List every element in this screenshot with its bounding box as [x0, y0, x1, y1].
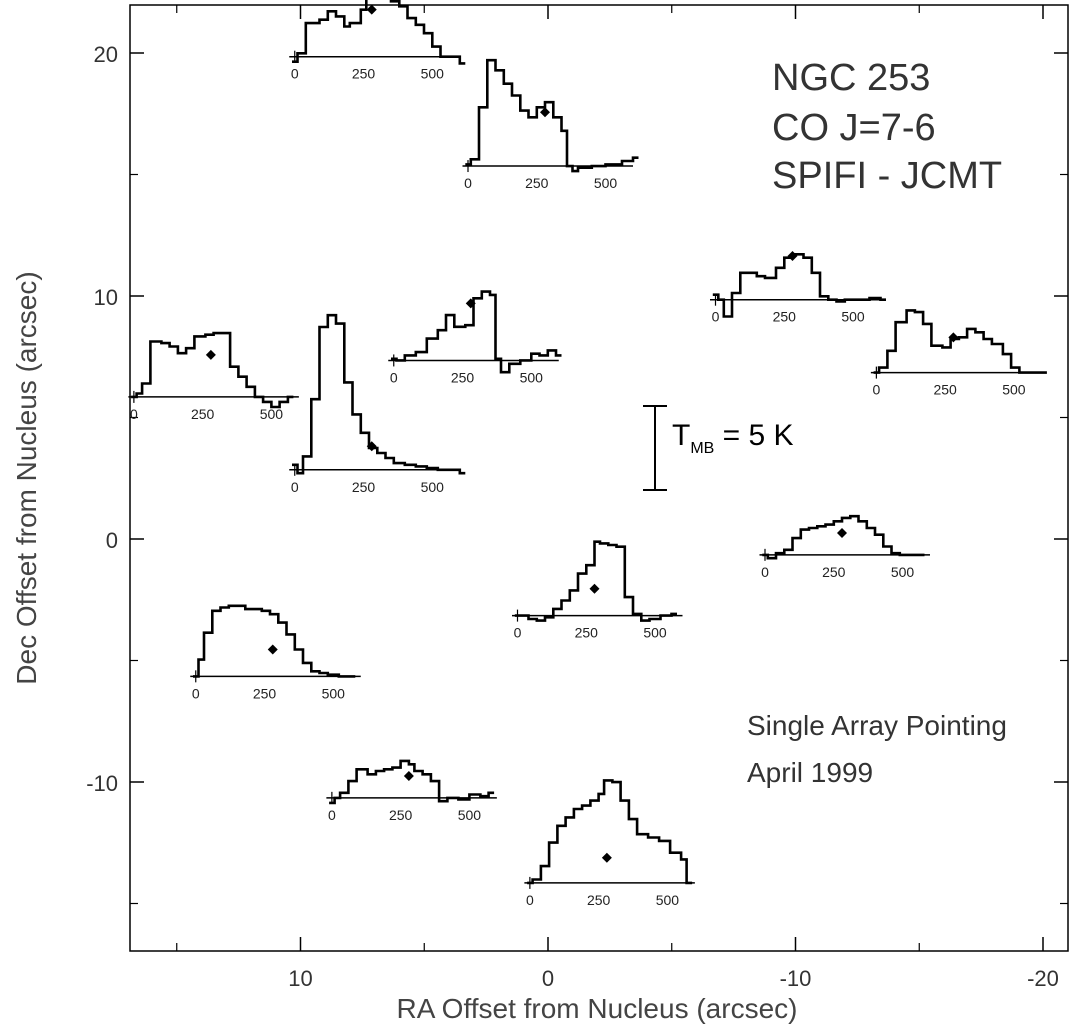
spectrum-panel: 0 250 500: [524, 779, 695, 908]
spectrum-panel: 0 250 500: [710, 251, 886, 325]
spectrum-line: [465, 58, 639, 173]
systemic-velocity-marker: [366, 4, 377, 15]
x-tick-label: 0: [542, 966, 554, 991]
spectrum-line: [527, 779, 693, 885]
observation-notes: Single Array Pointing April 1999: [747, 710, 1007, 788]
spectrum-velocity-label: 0: [761, 564, 769, 580]
spectrum-velocity-label: 0: [328, 807, 336, 823]
spectrum-velocity-label: 500: [891, 564, 915, 580]
spectrum-panel: 0 250 500: [870, 309, 1047, 398]
temperature-scale-bar: TMB = 5 K: [643, 405, 794, 491]
spectrum-panel: 0 250 500: [388, 290, 562, 385]
spectrum-velocity-label: 250: [352, 479, 376, 495]
spectrum-line: [292, 313, 466, 475]
spectrum-panel: 0 250 500: [289, 0, 466, 82]
spectrum-panel: 0 250 500: [462, 58, 639, 191]
spectrum-velocity-label: 500: [421, 479, 445, 495]
spectrum-velocity-label: 0: [514, 625, 522, 641]
spectrum-line: [329, 759, 495, 805]
systemic-velocity-marker: [601, 852, 612, 863]
spectrum-velocity-label: 500: [421, 66, 445, 82]
systemic-velocity-marker: [267, 644, 278, 655]
spectrum-line: [762, 514, 925, 560]
spectrum-velocity-label: 500: [260, 406, 284, 422]
note-pointing: Single Array Pointing: [747, 710, 1007, 741]
spectrum-velocity-label: 500: [458, 807, 482, 823]
spectrum-velocity-label: 250: [587, 892, 611, 908]
spectrum-velocity-label: 250: [575, 625, 599, 641]
spectrum-line: [193, 604, 356, 678]
spectrum-velocity-label: 0: [526, 892, 534, 908]
scale-bar-label: TMB = 5 K: [672, 419, 794, 457]
x-tick-label: -10: [780, 966, 812, 991]
spectrum-panel: 0 250 500: [128, 331, 299, 422]
spectrum-velocity-label: 250: [191, 406, 215, 422]
spectrum-velocity-label: 250: [253, 685, 277, 701]
spectrum-velocity-label: 500: [656, 892, 680, 908]
spectrum-panel: 0 250 500: [190, 604, 361, 701]
spectrum-panel: 0 250 500: [326, 759, 497, 823]
spectra-group: 0 250 500 0 250 500 0 250 500 0 250 500 0 250 500 0 250 5…: [128, 0, 1047, 908]
y-tick-label: 10: [94, 285, 118, 310]
title-line-instrument: SPIFI - JCMT: [772, 155, 1002, 197]
chart-title-block: NGC 253 CO J=7-6 SPIFI - JCMT: [772, 57, 1002, 197]
systemic-velocity-marker: [465, 298, 476, 309]
spectrum-velocity-label: 250: [773, 309, 797, 325]
spectrum-panel: 0 250 500: [289, 313, 466, 495]
spectrum-velocity-label: 250: [451, 369, 475, 385]
y-axis-ticks: 20 10 0 -10: [86, 42, 1068, 905]
spectrum-velocity-label: 250: [389, 807, 413, 823]
spectrum-velocity-label: 0: [130, 406, 138, 422]
spectrum-velocity-label: 0: [192, 685, 200, 701]
spectrum-velocity-label: 500: [841, 309, 865, 325]
spectrum-line: [873, 309, 1047, 374]
spectrum-line: [391, 290, 562, 374]
systemic-velocity-marker: [787, 251, 798, 262]
systemic-velocity-marker: [366, 441, 377, 452]
spectrum-velocity-label: 0: [291, 479, 299, 495]
spectrum-line: [514, 540, 677, 622]
y-axis-label: Dec Offset from Nucleus (arcsec): [11, 271, 42, 684]
spectrum-line: [292, 0, 466, 65]
spectrum-velocity-label: 250: [822, 564, 846, 580]
note-date: April 1999: [747, 757, 873, 788]
title-line-galaxy: NGC 253: [772, 57, 930, 99]
x-axis-ticks: 10 0 -10 -20: [176, 5, 1059, 991]
spectrum-velocity-label: 250: [525, 175, 549, 191]
plot-frame: [129, 4, 1069, 952]
y-tick-label: 0: [106, 528, 118, 553]
x-axis-label: RA Offset from Nucleus (arcsec): [397, 993, 798, 1024]
spectrum-velocity-label: 250: [352, 66, 376, 82]
spectrum-line: [712, 253, 886, 318]
spectrum-line: [131, 331, 294, 409]
systemic-velocity-marker: [589, 583, 600, 594]
y-tick-label: -10: [86, 771, 118, 796]
spectrum-velocity-label: 0: [712, 309, 720, 325]
systemic-velocity-marker: [948, 332, 959, 343]
spectrum-velocity-label: 0: [291, 66, 299, 82]
spectrum-velocity-label: 500: [594, 175, 618, 191]
spectrum-velocity-label: 0: [464, 175, 472, 191]
spectrum-velocity-label: 0: [390, 369, 398, 385]
spectrum-panel: 0 250 500: [759, 514, 930, 580]
y-tick-label: 20: [94, 42, 118, 67]
spectrum-velocity-label: 500: [643, 625, 667, 641]
spectrum-velocity-label: 500: [1002, 382, 1026, 398]
spectrum-panel: 0 250 500: [512, 540, 683, 641]
title-line-transition: CO J=7-6: [772, 107, 936, 149]
spectrum-velocity-label: 500: [322, 685, 346, 701]
systemic-velocity-marker: [403, 771, 414, 782]
x-tick-label: 10: [288, 966, 312, 991]
spectrum-velocity-label: 0: [872, 382, 880, 398]
systemic-velocity-marker: [205, 349, 216, 360]
spectrum-velocity-label: 500: [520, 369, 544, 385]
x-tick-label: -20: [1027, 966, 1059, 991]
systemic-velocity-marker: [540, 107, 550, 118]
spectrum-velocity-label: 250: [933, 382, 957, 398]
systemic-velocity-marker: [837, 528, 847, 539]
